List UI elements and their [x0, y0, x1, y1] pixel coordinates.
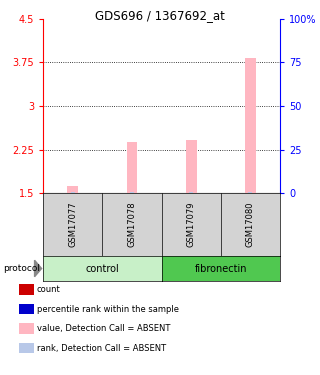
Text: value, Detection Call = ABSENT: value, Detection Call = ABSENT: [37, 324, 170, 333]
Text: control: control: [85, 264, 119, 273]
Bar: [130, 192, 134, 193]
Text: GSM17079: GSM17079: [187, 202, 196, 247]
Bar: [68, 186, 78, 193]
Bar: [186, 140, 196, 193]
Text: protocol: protocol: [3, 264, 40, 273]
Text: GSM17077: GSM17077: [68, 202, 77, 247]
Text: rank, Detection Call = ABSENT: rank, Detection Call = ABSENT: [37, 344, 166, 352]
Text: GSM17078: GSM17078: [127, 202, 137, 247]
Text: fibronectin: fibronectin: [195, 264, 247, 273]
Bar: [189, 192, 193, 193]
Bar: [245, 58, 256, 193]
Text: percentile rank within the sample: percentile rank within the sample: [37, 304, 179, 313]
Text: GDS696 / 1367692_at: GDS696 / 1367692_at: [95, 9, 225, 22]
Bar: [71, 192, 75, 193]
Polygon shape: [35, 260, 42, 277]
Bar: [127, 142, 137, 193]
Bar: [248, 192, 252, 193]
Text: count: count: [37, 285, 60, 294]
Text: GSM17080: GSM17080: [246, 202, 255, 247]
